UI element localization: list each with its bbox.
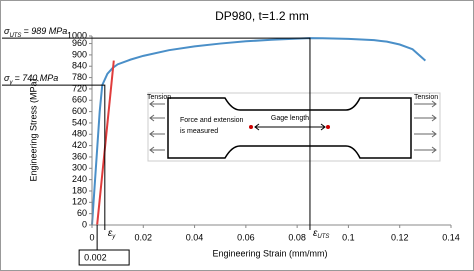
x-tick-label: 0.14 [442, 232, 460, 242]
y-tick-label: 480 [72, 129, 87, 139]
reference-line [2, 84, 106, 230]
strain-label: εy [108, 228, 116, 240]
y-tick-label: 660 [72, 95, 87, 105]
y-tick-label: 960 [72, 38, 87, 48]
y-tick-label: 900 [72, 49, 87, 59]
inset: Tension Tension Force and extension is m… [147, 92, 441, 162]
gage-arrow [254, 123, 326, 131]
y-tick-label: 120 [72, 197, 87, 207]
x-tick-label: 0 [89, 232, 94, 242]
gage-dot [249, 125, 253, 129]
offset-label: 0.002 [84, 252, 107, 262]
specimen [167, 97, 412, 159]
data-line [91, 37, 427, 226]
y-tick-label: 540 [72, 117, 87, 127]
offset-box [78, 249, 130, 266]
chart-title: DP980, t=1.2 mm [215, 9, 309, 23]
reference-line [2, 37, 311, 230]
y-tick-label: 840 [72, 61, 87, 71]
y-tick-label: 360 [72, 151, 87, 161]
x-tick-label: 0.04 [186, 232, 204, 242]
reference-label: σUTS = 989 MPa [4, 26, 67, 38]
inset-note: Force and extension [180, 117, 244, 124]
tension-label: Tension [414, 94, 438, 101]
x-tick-label: 0.02 [135, 232, 153, 242]
x-tick-label: 0.08 [288, 232, 306, 242]
strain-label: εUTS [313, 228, 329, 240]
y-tick-label: 60 [77, 208, 87, 218]
y-tick-label: 1000 [67, 30, 87, 40]
reference-label: σy = 740 MPa [4, 74, 58, 86]
data-line [96, 60, 115, 226]
gage-label: Gage length [271, 115, 309, 122]
label-symbol: σ [4, 74, 10, 84]
y-tick-label: 180 [72, 185, 87, 195]
gage-dot [326, 125, 330, 129]
y-tick-label: 0 [82, 219, 87, 229]
inset-note: is measured [180, 128, 218, 135]
y-axis-label: Engineering Stress (MPa) [28, 78, 38, 181]
label-symbol: ε [313, 228, 318, 239]
tension-label: Tension [147, 94, 171, 101]
label-sub: y [111, 234, 116, 240]
label-sub: UTS [317, 234, 329, 240]
x-axis-label: Engineering Strain (mm/mm) [212, 248, 327, 258]
label-symbol: ε [108, 228, 113, 239]
tension-arrows [149, 100, 437, 154]
x-tick-label: 0.06 [237, 232, 255, 242]
y-tick-label: 300 [72, 163, 87, 173]
y-tick-label: 780 [72, 72, 87, 82]
y-tick-label: 240 [72, 174, 87, 184]
label-text: = 740 MPa [14, 74, 58, 84]
x-tick-label: 0.1 [342, 232, 355, 242]
label-symbol: σ [4, 26, 10, 36]
label-sub: y [8, 80, 13, 86]
y-tick-label: 720 [72, 83, 87, 93]
label-sub: UTS [9, 33, 21, 39]
y-tick-label: 420 [72, 140, 87, 150]
label-text: = 989 MPa [23, 26, 67, 36]
y-tick-label: 600 [72, 106, 87, 116]
x-tick-label: 0.12 [391, 232, 409, 242]
